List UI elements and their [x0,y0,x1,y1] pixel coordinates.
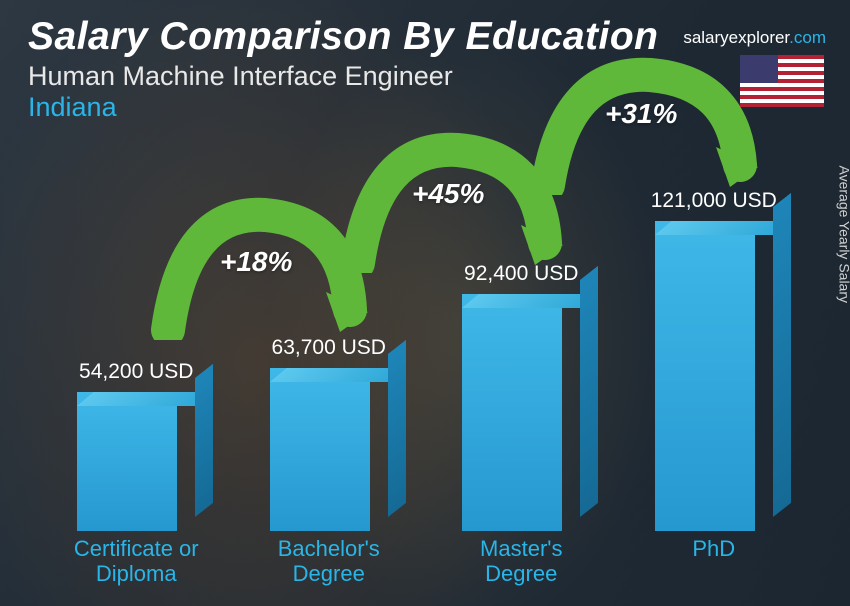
subtitle: Human Machine Interface Engineer [28,61,830,92]
bar-value-label: 92,400 USD [464,262,578,286]
jump-pct-label-1: +45% [412,178,484,210]
bar-top-face [655,221,790,235]
x-label-0: Certificate orDiploma [40,536,233,591]
brand-label: salaryexplorer.com [683,28,826,48]
bar-side-face [773,193,791,517]
bar-front-face [270,368,370,531]
bar-top-face [462,294,597,308]
bar-value-label: 54,200 USD [79,360,193,384]
bar-front-face [77,392,177,531]
bar-front-face [462,294,562,531]
jump-pct-label-0: +18% [220,246,292,278]
bar-2: 92,400 USD [425,262,618,531]
us-flag-icon [740,55,824,107]
bar-side-face [195,364,213,517]
bar-3d [270,368,388,531]
x-label-3: PhD [618,536,811,591]
bar-0: 54,200 USD [40,360,233,531]
bars-container: 54,200 USD 63,700 USD 92,400 USD 121,000 US… [40,160,810,531]
x-label-1: Bachelor'sDegree [233,536,426,591]
bar-3d [77,392,195,531]
brand-name: salaryexplorer [683,28,789,47]
y-axis-label: Average Yearly Salary [836,166,850,304]
bar-3d [655,221,773,531]
bar-value-label: 63,700 USD [272,336,386,360]
bar-top-face [77,392,212,406]
bar-3: 121,000 USD [618,189,811,531]
brand-tld: .com [789,28,826,47]
salary-bar-chart: 54,200 USD 63,700 USD 92,400 USD 121,000 US… [40,160,810,591]
bar-side-face [388,340,406,517]
bar-1: 63,700 USD [233,336,426,531]
bar-3d [462,294,580,531]
location: Indiana [28,92,830,123]
x-labels: Certificate orDiplomaBachelor'sDegreeMas… [40,536,810,591]
bar-value-label: 121,000 USD [651,189,777,213]
bar-front-face [655,221,755,531]
x-label-2: Master'sDegree [425,536,618,591]
bar-top-face [270,368,405,382]
bar-side-face [580,266,598,517]
